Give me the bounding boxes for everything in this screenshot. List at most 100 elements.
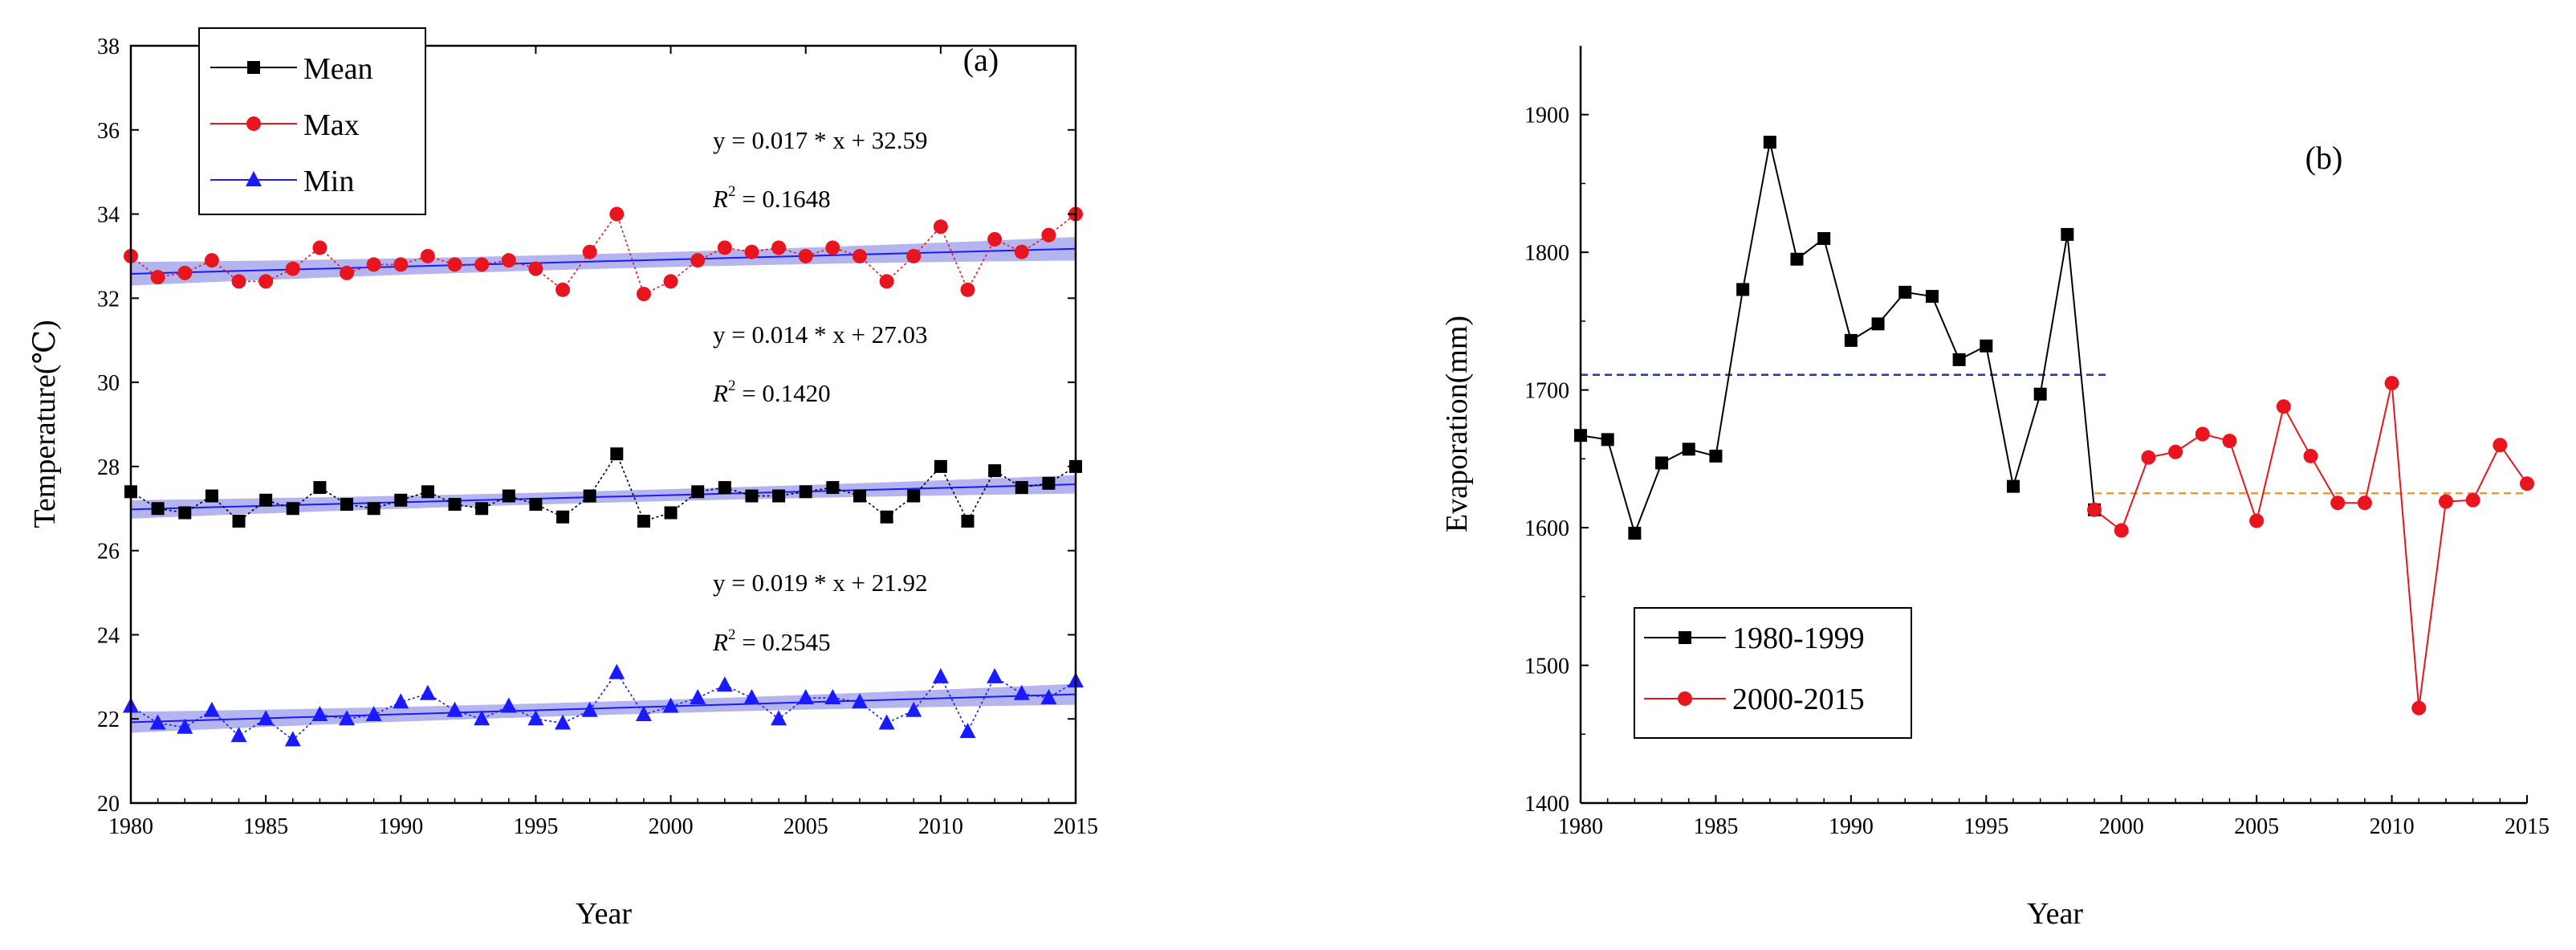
mean-point-1993 [475,502,489,516]
panel-a-series [123,206,1084,747]
series-line-2000-2015 [2094,382,2528,708]
mean-fit-r2-label: R [712,379,728,407]
max-point-1990 [393,257,409,272]
panel-a-y-axis-label: Temperature(℃) [28,320,62,528]
min-point-1984 [230,727,247,743]
max-point-2013 [1014,244,1029,259]
min-point-2001 [690,689,706,705]
panel-a-y-tick-label-38: 38 [97,35,120,59]
mean-point-2004 [772,489,786,503]
min-series-line [130,671,1076,741]
min-point-1997 [581,701,598,717]
mean-point-2006 [826,481,840,495]
min-fit-r2-value: = 0.2545 [735,628,830,656]
mean-point-1997 [583,489,596,503]
min-point-1995 [527,710,544,726]
point-2000-2015-2013 [2465,492,2480,508]
max-point-1982 [177,265,193,280]
panel-a-label: (a) [963,42,999,78]
panel-b-y-tick-label-1600: 1600 [1524,516,1569,541]
point-1980-1999-1988 [1790,252,1804,266]
mean-point-2012 [988,464,1002,478]
panel-b-y-tick-label-1500: 1500 [1524,654,1569,679]
point-1980-1999-1994 [1952,353,1966,366]
mean-point-2002 [718,481,731,495]
max-fit-r2-value: = 0.1648 [735,185,830,213]
mean-point-1995 [529,498,543,512]
max-point-2012 [987,231,1003,247]
min-point-2002 [716,676,733,692]
max-point-1994 [501,253,516,268]
point-2000-2015-2004 [2222,434,2237,449]
mean-point-1985 [259,493,273,507]
panel-a-legend: Mean Max Min [198,27,426,215]
mean-point-2005 [799,485,812,499]
max-point-1985 [258,274,274,289]
max-point-2003 [744,244,759,259]
mean-point-1999 [637,514,650,528]
min-fit-line [130,693,1076,724]
point-2000-2015-2011 [2411,700,2427,716]
panel-a-y-tick-label-32: 32 [97,287,120,312]
point-1980-1999-1981 [1601,433,1614,446]
mean-point-2010 [934,459,947,473]
point-2000-2015-2009 [2357,495,2372,511]
max-point-1981 [150,270,165,285]
point-1980-1999-1982 [1628,526,1642,540]
point-1980-1999-1989 [1817,232,1831,246]
max-point-2002 [717,240,732,255]
max-point-2010 [933,219,948,234]
point-2000-2015-2012 [2438,494,2453,509]
mean-fit-line [130,483,1076,511]
panel-b-y-tick-label-1700: 1700 [1524,379,1569,404]
point-1980-1999-1983 [1655,456,1669,470]
point-1980-1999-1991 [1871,317,1885,331]
min-point-2004 [771,710,787,726]
panel-b-label: (b) [2305,140,2343,176]
legend-max-marker [246,116,261,131]
point-2000-2015-2000 [2114,523,2129,538]
max-point-1986 [285,261,300,276]
mean-point-1990 [394,493,408,507]
legend-min-label: Min [303,165,354,198]
panel-a-trend-bands [130,237,1076,733]
panel-b-x-tick-label-2005: 2005 [2234,814,2279,839]
min-point-1985 [258,710,275,726]
panel-b-x-tick-label-2010: 2010 [2370,814,2415,839]
max-point-1993 [474,257,490,272]
panel-a-x-tick-label-1980: 1980 [108,814,153,839]
max-point-1983 [204,253,219,268]
max-point-2008 [879,274,894,289]
min-point-2003 [743,689,760,705]
mean-fit-equation: y = 0.014 * x + 27.03 [713,320,927,349]
max-point-1991 [420,248,435,263]
point-2000-2015-2005 [2249,513,2265,528]
panel-a-y-tick-label-20: 20 [97,792,120,817]
max-point-1995 [528,261,543,276]
max-fit-equation: y = 0.017 * x + 32.59 [713,126,927,154]
point-1980-1999-1984 [1682,442,1695,456]
max-fit-r2-label: R [712,185,728,213]
panel-a-x-tick-label-2015: 2015 [1053,814,1098,839]
max-point-1999 [636,287,651,302]
point-1980-1999-1997 [2033,387,2047,401]
mean-point-2013 [1015,481,1028,495]
panel-b-x-tick-label-1980: 1980 [1558,814,1603,839]
min-point-1996 [555,714,572,730]
panel-a-legend-box [198,27,426,215]
max-fit-r2: R2 = 0.1648 [712,183,831,213]
panel-a-x-tick-label-1995: 1995 [513,814,558,839]
min-point-2014 [1040,689,1057,705]
min-point-2009 [905,701,922,717]
mean-point-1981 [151,502,165,516]
min-fit-equation: y = 0.019 * x + 21.92 [713,569,927,597]
min-point-2012 [987,667,1003,683]
mean-point-1992 [448,498,462,512]
max-point-1988 [340,265,355,280]
legend-2000-2015-marker [1678,691,1692,706]
min-point-1994 [500,697,517,713]
point-2000-2015-2006 [2276,399,2291,414]
panel-a-y-tick-label-22: 22 [97,707,120,732]
mean-point-1989 [367,502,380,516]
max-point-1996 [555,282,571,297]
